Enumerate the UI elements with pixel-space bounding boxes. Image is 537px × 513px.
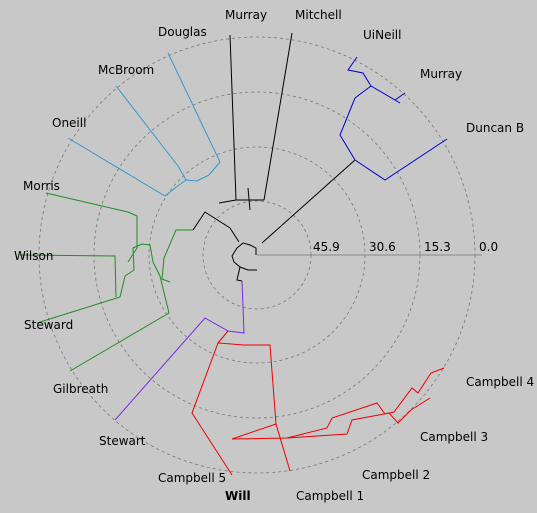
branch-purple — [114, 280, 245, 421]
branch-blue — [339, 56, 448, 181]
branch-green — [19, 192, 193, 372]
scale-tick-label: 0.0 — [479, 240, 498, 254]
scale-tick-label: 45.9 — [313, 240, 340, 254]
leaf-label: Campbell 4 — [466, 375, 534, 389]
scale-tick-label: 30.6 — [369, 240, 396, 254]
leaf-label: Wilson — [14, 249, 53, 263]
clade-black-branches — [192, 32, 356, 282]
leaf-label: Campbell 3 — [420, 430, 488, 444]
leaf-label: Gilbreath — [53, 382, 108, 396]
clade-green-branches — [19, 192, 193, 372]
clade-purple-branches — [114, 280, 245, 421]
leaf-label: McBroom — [98, 63, 154, 77]
leaf-label: UiNeill — [363, 28, 401, 42]
leaf-label: Campbell 1 — [296, 489, 364, 503]
leaf-label: Campbell 5 — [158, 471, 226, 485]
leaf-label: Morris — [23, 179, 60, 193]
branch-cyan — [67, 52, 221, 197]
leaf-label: Murray — [420, 67, 462, 81]
leaf-label: Mitchell — [295, 8, 342, 22]
leaf-label: Duncan B — [466, 121, 524, 135]
leaf-label: Stewart — [99, 434, 146, 448]
clade-cyan-branches — [67, 52, 221, 197]
leaf-label: Murray — [225, 8, 267, 22]
leaf-label: Will — [225, 489, 251, 503]
branch-red — [191, 330, 445, 476]
branch-murray-mitchell — [218, 32, 293, 211]
leaf-label: Oneill — [52, 116, 86, 130]
clade-red-branches — [191, 330, 445, 476]
branch-to-blue — [261, 159, 356, 244]
leaf-label: Campbell 2 — [362, 468, 430, 482]
leaf-labels: Murray Mitchell UiNeill Murray Duncan B … — [14, 8, 534, 503]
branch-black-join — [192, 211, 243, 282]
clade-blue-branches — [339, 56, 448, 181]
leaf-label: Douglas — [158, 25, 207, 39]
scale-tick-label: 15.3 — [424, 240, 451, 254]
leaf-label: Steward — [24, 318, 73, 332]
branch-root — [231, 242, 257, 271]
